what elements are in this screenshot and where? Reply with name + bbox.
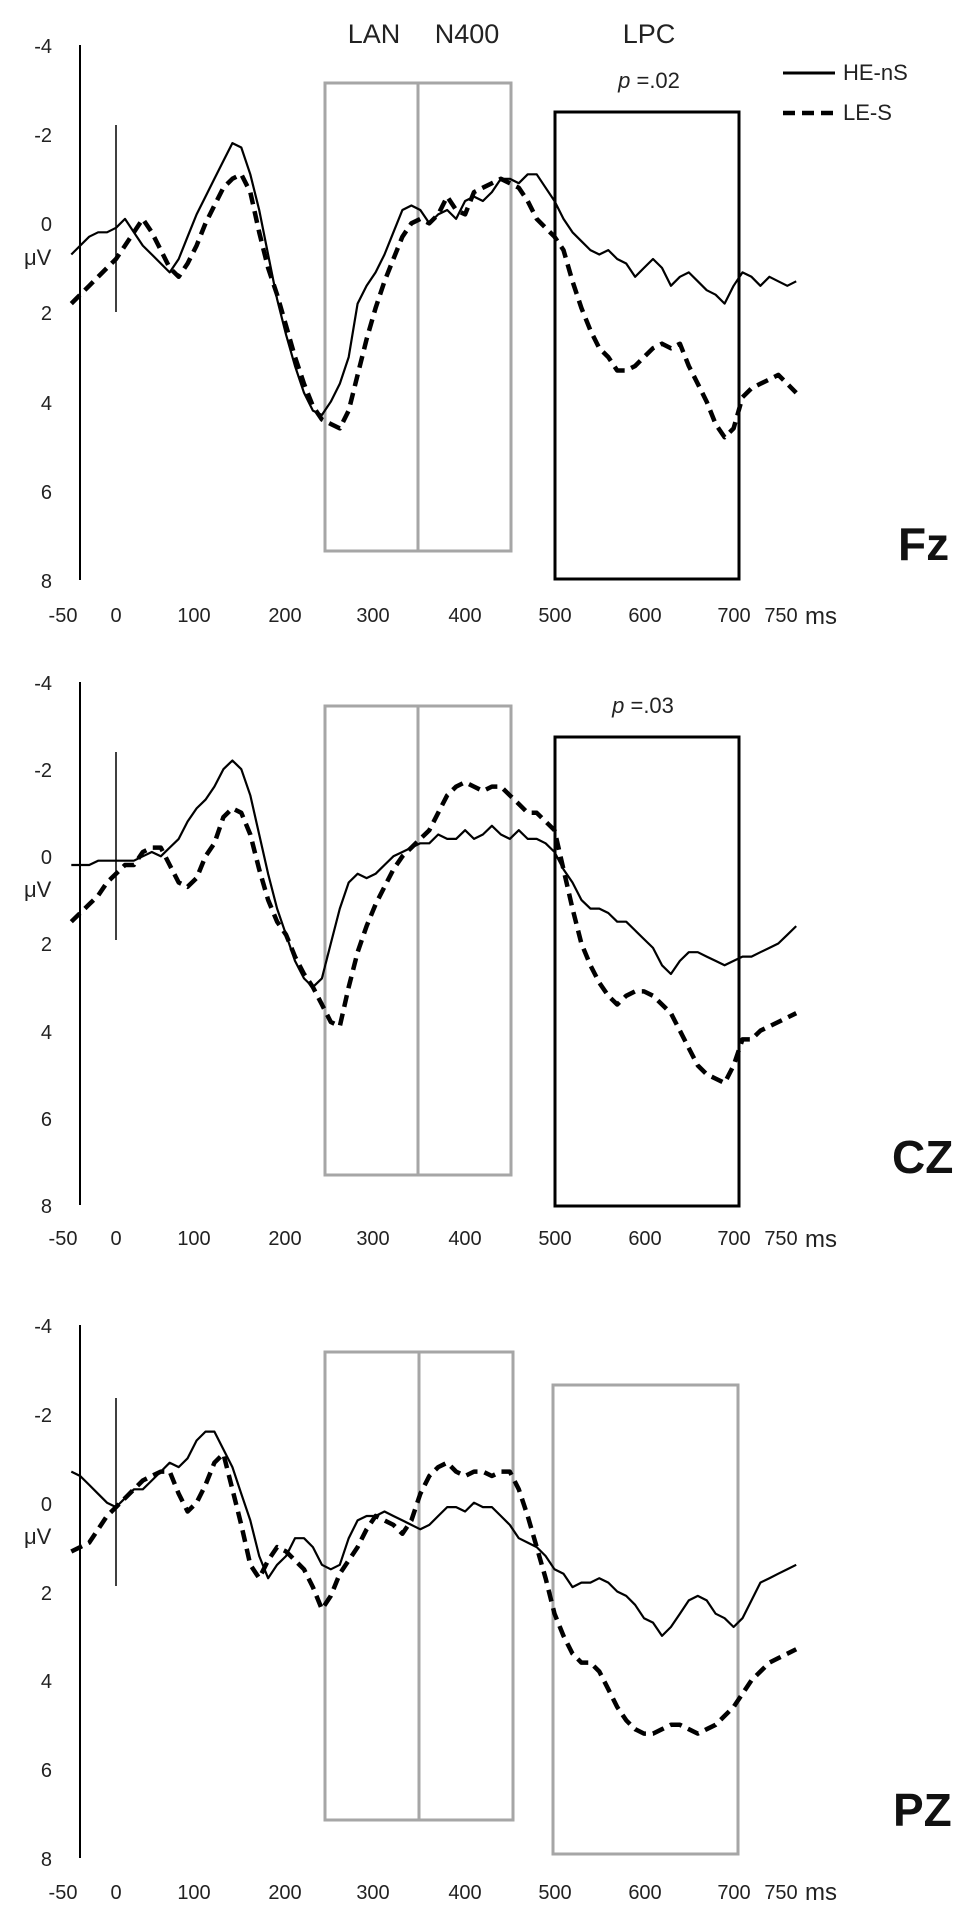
x-tick-label: 100 bbox=[177, 605, 210, 627]
series-line-le-s bbox=[69, 172, 798, 440]
x-tick-label: 600 bbox=[628, 605, 661, 627]
x-tick-label: 750 bbox=[764, 1882, 797, 1904]
lan-label: LAN bbox=[348, 19, 401, 49]
legend-label: LE-S bbox=[843, 100, 892, 125]
y-unit-label: μV bbox=[24, 245, 52, 270]
x-tick-label: -50 bbox=[49, 605, 78, 627]
x-tick-label: 400 bbox=[448, 1882, 481, 1904]
x-tick-label: 100 bbox=[177, 1882, 210, 1904]
x-tick-label: 100 bbox=[177, 1228, 210, 1250]
panel-pz: -4 -2 0 2 4 6 8 μV -50 0 100 200 300 400… bbox=[24, 1316, 952, 1906]
x-tick-label: 200 bbox=[268, 1882, 301, 1904]
series-line-he-ns bbox=[71, 759, 797, 989]
series-group bbox=[69, 142, 798, 440]
x-tick-label: 600 bbox=[628, 1228, 661, 1250]
lan-window bbox=[323, 81, 420, 553]
y-tick-label: 4 bbox=[41, 393, 52, 415]
x-tick-label: 600 bbox=[628, 1882, 661, 1904]
y-tick-label: 0 bbox=[41, 1494, 52, 1516]
y-tick-labels: -4 -2 0 2 4 6 8 bbox=[34, 673, 52, 1218]
y-tick-label: 6 bbox=[41, 482, 52, 504]
y-tick-label: 2 bbox=[41, 303, 52, 325]
y-tick-label: 0 bbox=[41, 214, 52, 236]
y-unit-label: μV bbox=[24, 1524, 52, 1549]
y-tick-label: 8 bbox=[41, 571, 52, 593]
x-tick-label: 500 bbox=[538, 1228, 571, 1250]
lan-window bbox=[323, 704, 420, 1177]
x-tick-label: 300 bbox=[356, 1228, 389, 1250]
x-tick-label: 0 bbox=[110, 605, 121, 627]
channel-label: CZ bbox=[892, 1131, 953, 1183]
x-tick-label: 700 bbox=[717, 1882, 750, 1904]
x-tick-label: 200 bbox=[268, 1228, 301, 1250]
x-tick-label: 700 bbox=[717, 605, 750, 627]
x-tick-labels: -50 0 100 200 300 400 500 600 700 750 bbox=[49, 1228, 798, 1250]
series-line-he-ns bbox=[70, 1430, 797, 1637]
y-tick-label: -2 bbox=[34, 760, 52, 782]
y-tick-label: -2 bbox=[34, 125, 52, 147]
x-tick-label: 300 bbox=[356, 1882, 389, 1904]
channel-label: PZ bbox=[893, 1784, 952, 1836]
y-tick-label: 8 bbox=[41, 1849, 52, 1871]
y-tick-labels: -4 -2 0 2 4 6 8 bbox=[34, 1316, 52, 1871]
series-group bbox=[69, 759, 798, 1086]
y-tick-labels: -4 -2 0 2 4 6 8 bbox=[34, 36, 52, 593]
lpc-window bbox=[553, 110, 741, 581]
x-tick-label: 300 bbox=[356, 605, 389, 627]
lpc-window bbox=[553, 735, 741, 1208]
p-value-label: p =.02 bbox=[617, 68, 680, 93]
x-tick-label: 700 bbox=[717, 1228, 750, 1250]
channel-label: Fz bbox=[898, 518, 949, 570]
legend: HE-nS LE-S bbox=[783, 60, 908, 125]
p-value-label: p =.03 bbox=[611, 693, 674, 718]
x-tick-labels: -50 0 100 200 300 400 500 600 700 750 bbox=[49, 1882, 798, 1904]
p-value-text: =.02 bbox=[636, 68, 679, 93]
n400-window bbox=[416, 704, 513, 1177]
x-tick-label: 750 bbox=[764, 1228, 797, 1250]
x-tick-label: 750 bbox=[764, 605, 797, 627]
x-tick-label: -50 bbox=[49, 1228, 78, 1250]
y-tick-label: -4 bbox=[34, 673, 52, 695]
y-tick-label: -4 bbox=[34, 1316, 52, 1338]
n400-window bbox=[417, 1350, 515, 1822]
x-unit-label: ms bbox=[805, 603, 837, 630]
y-tick-label: 8 bbox=[41, 1196, 52, 1218]
y-unit-label: μV bbox=[24, 877, 52, 902]
x-tick-label: 500 bbox=[538, 1882, 571, 1904]
x-unit-label: ms bbox=[805, 1226, 837, 1253]
x-tick-label: 200 bbox=[268, 605, 301, 627]
x-tick-label: 0 bbox=[110, 1228, 121, 1250]
x-tick-label: 0 bbox=[110, 1882, 121, 1904]
y-tick-label: 0 bbox=[41, 847, 52, 869]
n400-label: N400 bbox=[435, 19, 500, 49]
x-unit-label: ms bbox=[805, 1879, 837, 1906]
lan-window bbox=[323, 1350, 421, 1822]
y-tick-label: -2 bbox=[34, 1405, 52, 1427]
series-line-he-ns bbox=[70, 142, 797, 417]
legend-label: HE-nS bbox=[843, 60, 908, 85]
p-value-text: =.03 bbox=[630, 693, 673, 718]
n400-window bbox=[416, 81, 513, 553]
y-tick-label: 6 bbox=[41, 1109, 52, 1131]
y-tick-label: 2 bbox=[41, 934, 52, 956]
panel-cz: -4 -2 0 2 4 6 8 μV -50 0 100 200 300 400… bbox=[24, 673, 953, 1253]
y-tick-label: 4 bbox=[41, 1022, 52, 1044]
x-tick-label: -50 bbox=[49, 1882, 78, 1904]
series-line-le-s bbox=[70, 1451, 798, 1736]
x-tick-labels: -50 0 100 200 300 400 500 600 700 750 bbox=[49, 605, 798, 627]
x-tick-label: 400 bbox=[448, 605, 481, 627]
y-tick-label: 6 bbox=[41, 1760, 52, 1782]
y-tick-label: 2 bbox=[41, 1583, 52, 1605]
lpc-window bbox=[551, 1383, 740, 1856]
y-tick-label: 4 bbox=[41, 1671, 52, 1693]
x-tick-label: 400 bbox=[448, 1228, 481, 1250]
panel-fz: -4 -2 0 2 4 6 8 μV -50 0 100 200 300 400… bbox=[24, 19, 949, 630]
y-tick-label: -4 bbox=[34, 36, 52, 58]
series-line-le-s bbox=[69, 779, 798, 1086]
lpc-label: LPC bbox=[623, 19, 676, 49]
series-group bbox=[70, 1430, 798, 1736]
x-tick-label: 500 bbox=[538, 605, 571, 627]
